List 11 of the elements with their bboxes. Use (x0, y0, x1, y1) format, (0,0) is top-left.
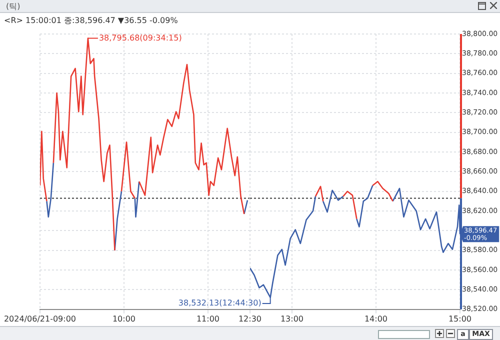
chart-title: <R> 15:00:01 종:38,596.47 ▼36.55 -0.09% (4, 15, 178, 26)
annotation: 38,795.68(09:34:15) (98, 33, 182, 42)
annotation: 38,532.13(12:44:30) (178, 298, 262, 308)
x-tick-label: 12:30 (238, 314, 262, 324)
x-tick-label: 14:00 (364, 314, 388, 324)
chart-subtitle: (틱) (6, 1, 20, 12)
x-tick-label: 15:00 (448, 314, 472, 324)
x-tick-label: 2024/06/21-09:00 (4, 314, 76, 324)
x-tick-label: 10:00 (112, 314, 136, 324)
x-tick-label: 11:00 (196, 314, 220, 324)
x-tick-label: 13:00 (280, 314, 304, 324)
